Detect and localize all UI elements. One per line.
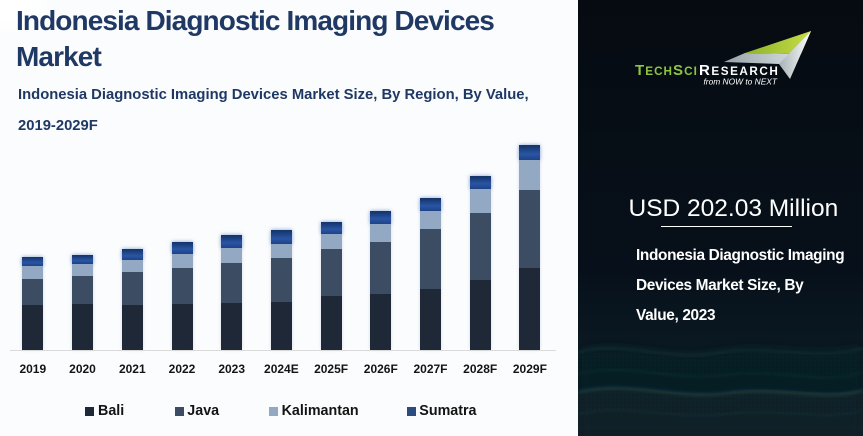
svg-text:RESEARCH: RESEARCH [699, 62, 779, 79]
svg-text:from NOW to NEXT: from NOW to NEXT [703, 77, 777, 87]
svg-text:TECHSCI: TECHSCI [635, 62, 698, 79]
